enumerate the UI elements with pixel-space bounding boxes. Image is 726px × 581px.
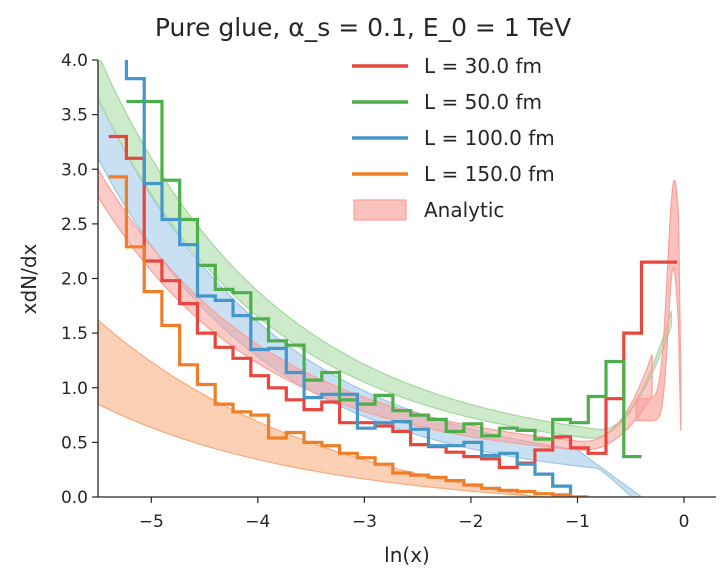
series-lines [108, 60, 677, 497]
band-50 [98, 60, 672, 439]
x-tick-label: −1 [565, 512, 590, 532]
x-tick-label: 0 [679, 512, 690, 532]
x-tick-label: −5 [139, 512, 164, 532]
y-tick-label: 2.0 [61, 270, 88, 290]
x-axis-label: ln(x) [384, 543, 430, 567]
y-tick-label: 1.0 [61, 379, 88, 399]
y-tick-label: 4.0 [61, 51, 88, 71]
band-30 [98, 168, 653, 451]
legend-entry-label: L = 150.0 fm [424, 162, 555, 186]
series-step-2 [124, 60, 589, 497]
series-step-0 [108, 134, 677, 470]
legend-band-label: Analytic [424, 198, 504, 222]
y-tick-label: 0.0 [61, 488, 88, 508]
y-axis-label: xdN/dx [17, 243, 41, 314]
series-step-3 [108, 175, 589, 497]
y-tick-label: 0.5 [61, 433, 88, 453]
legend-entry-label: L = 30.0 fm [424, 54, 542, 78]
band-150 [98, 319, 642, 497]
legend-band-swatch [353, 199, 407, 221]
y-tick-label: 3.5 [61, 106, 88, 126]
legend: L = 30.0 fm L = 50.0 fm L = 100.0 fm L = 15… [352, 54, 555, 222]
legend-entry-label: L = 50.0 fm [424, 90, 542, 114]
x-tick-label: −2 [458, 512, 483, 532]
y-ticks: 0.0 0.5 1.0 1.5 2.0 2.5 3.0 3.5 4.0 [61, 51, 98, 508]
band-30-peak [635, 179, 682, 431]
y-tick-label: 2.5 [61, 215, 88, 235]
axes: −5 −4 −3 −2 −1 0 0.0 0.5 1.0 1.5 2.0 2.5 3.0 3.5 4.0 [61, 51, 716, 532]
legend-entry-label: L = 100.0 fm [424, 126, 555, 150]
band-100 [98, 97, 643, 497]
x-ticks: −5 −4 −3 −2 −1 0 [139, 497, 690, 532]
analytic-bands [98, 60, 682, 497]
y-tick-label: 1.5 [61, 324, 88, 344]
x-tick-label: −3 [352, 512, 377, 532]
series-step-1 [126, 99, 642, 459]
plot-area [98, 60, 682, 497]
y-tick-label: 3.0 [61, 160, 88, 180]
x-tick-label: −4 [245, 512, 270, 532]
chart-title: Pure glue, α_s = 0.1, E_0 = 1 TeV [155, 13, 571, 42]
